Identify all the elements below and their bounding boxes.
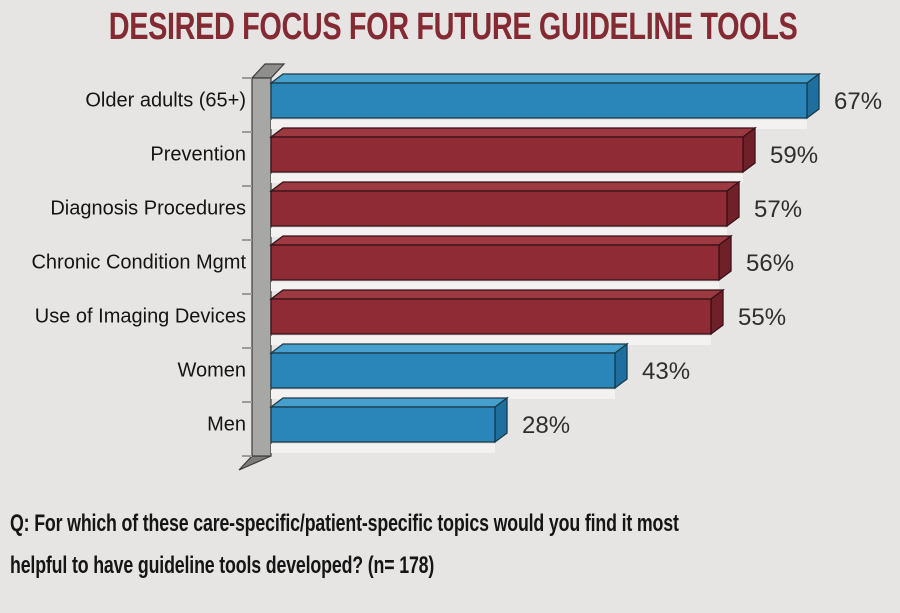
bar-top-face — [269, 181, 741, 192]
survey-question-line-2: helpful to have guideline tools develope… — [10, 552, 435, 579]
bar-underlight — [271, 444, 495, 453]
value-label: 57% — [754, 196, 802, 223]
value-label: 59% — [770, 142, 818, 169]
axis-wall — [251, 77, 272, 457]
axis-wall-top — [250, 63, 286, 79]
bar-underlight — [271, 336, 711, 345]
bar-top-face — [269, 235, 733, 246]
bar-underlight — [271, 174, 743, 183]
category-label: Older adults (65+) — [85, 90, 246, 112]
survey-question: Q: For which of these care-specific/pati… — [10, 503, 890, 587]
page-title: DESIRED FOCUS FOR FUTURE GUIDELINE TOOLS — [0, 6, 900, 49]
bar-top-face — [269, 289, 725, 300]
category-label: Men — [207, 414, 246, 436]
value-label: 43% — [642, 358, 690, 385]
value-label: 67% — [834, 88, 882, 115]
bar-front-face — [270, 298, 712, 335]
category-label: Chronic Condition Mgmt — [31, 252, 246, 274]
bar-top-face — [269, 127, 757, 138]
bar-top-face — [269, 73, 821, 84]
bar-underlight — [271, 390, 615, 399]
category-label: Women — [177, 360, 246, 382]
bar-top-face — [269, 343, 629, 354]
bar-underlight — [271, 282, 719, 291]
bar-front-face — [270, 190, 728, 227]
value-label: 55% — [738, 304, 786, 331]
bar-front-face — [270, 406, 496, 443]
page-title-text: DESIRED FOCUS FOR FUTURE GUIDELINE TOOLS — [108, 6, 798, 48]
bar-underlight — [271, 120, 807, 129]
bar-front-face — [270, 136, 744, 173]
bar-underlight — [271, 228, 727, 237]
category-label: Use of Imaging Devices — [35, 306, 246, 328]
bar-front-face — [270, 82, 808, 119]
category-label: Diagnosis Procedures — [50, 198, 246, 220]
value-label: 28% — [522, 412, 570, 439]
category-label: Prevention — [150, 144, 246, 166]
axis-wall-foot — [238, 455, 272, 471]
bar-top-face — [269, 397, 509, 408]
survey-question-line-1: Q: For which of these care-specific/pati… — [10, 510, 679, 537]
bar-front-face — [270, 244, 720, 281]
bar-front-face — [270, 352, 616, 389]
value-label: 56% — [746, 250, 794, 277]
